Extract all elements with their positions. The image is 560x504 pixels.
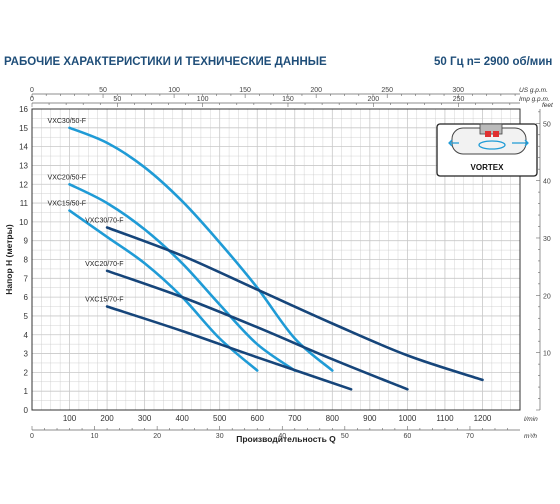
m3h-tick-label: 60	[403, 433, 411, 440]
series-label: VXC20/70-F	[85, 261, 124, 268]
top-axis-tick-label: 150	[282, 96, 294, 103]
y-tick-label: 11	[20, 199, 29, 208]
feet-unit-label: feet	[542, 102, 554, 109]
m3h-tick-label: 40	[278, 433, 286, 440]
x-tick-label: 600	[251, 414, 265, 423]
top-axis-unit-label: Imp g.p.m.	[519, 96, 550, 103]
chart-series: VXC30/50-F VXC20/50-F VXC15/50-F VXC30/70-F…	[48, 118, 484, 391]
top-axis-tick-label: 50	[99, 87, 107, 94]
m3h-tick-label: 10	[91, 433, 99, 440]
top-axis-tick-label: 200	[310, 87, 322, 94]
x-tick-label: 100	[63, 414, 77, 423]
m3h-tick-label: 50	[341, 433, 349, 440]
top-axis-unit-label: US g.p.m.	[519, 87, 548, 94]
series-label: VXC30/70-F	[85, 218, 124, 225]
series-label: VXC15/50-F	[48, 201, 87, 208]
top-axis-tick-label: 0	[30, 96, 34, 103]
x-tick-label: 900	[363, 414, 377, 423]
x-tick-label: 200	[100, 414, 114, 423]
x-tick-label: 1100	[436, 414, 454, 423]
x-tick-label: 300	[138, 414, 152, 423]
feet-tick-label: 30	[543, 236, 551, 243]
top-axis-tick-label: 150	[239, 87, 251, 94]
x-tick-label: 1200	[474, 414, 492, 423]
m3h-tick-label: 30	[216, 433, 224, 440]
y-tick-label: 2	[24, 368, 29, 377]
series-line-vxc20-70-f	[105, 269, 409, 391]
x-tick-label: 400	[175, 414, 189, 423]
top-axis-tick-label: 100	[197, 96, 209, 103]
x-tick-label: 500	[213, 414, 227, 423]
y-tick-label: 5	[24, 312, 29, 321]
x-unit-label: l/min	[524, 416, 538, 423]
y-tick-label: 10	[19, 218, 28, 227]
m3h-tick-label: 0	[30, 433, 34, 440]
y-tick-label: 0	[24, 406, 29, 415]
x-tick-label: 800	[326, 414, 340, 423]
plot-frame	[31, 108, 521, 411]
top-axis-tick-label: 50	[113, 96, 121, 103]
y-axis-title: Напор H (метры)	[4, 224, 14, 295]
top-axis-tick-label: 0	[30, 87, 34, 94]
x-axis-title: Производительность Q	[236, 434, 336, 444]
series-line-vxc15-50-f	[68, 209, 259, 372]
frequency-speed-label: 50 Гц n= 2900 об/мин	[434, 56, 553, 68]
y-tick-label: 7	[24, 274, 29, 283]
top-axis-tick-label: 200	[367, 96, 379, 103]
y-tick-label: 3	[24, 350, 29, 359]
y-tick-label: 1	[24, 387, 29, 396]
series-line-vxc30-50-f	[68, 126, 334, 372]
series-line-vxc30-70-f	[105, 226, 484, 382]
feet-tick-label: 40	[543, 179, 551, 186]
series-label: VXC15/70-F	[85, 297, 124, 304]
y-tick-label: 13	[19, 161, 28, 170]
m3h-unit-label: m³/h	[524, 433, 537, 440]
y-tick-label: 15	[19, 124, 28, 133]
y-tick-label: 12	[19, 180, 28, 189]
x-tick-label: 1000	[398, 414, 416, 423]
m3h-tick-label: 20	[153, 433, 161, 440]
vortex-badge: VORTEX	[436, 123, 538, 177]
top-axis-tick-label: 100	[168, 87, 180, 94]
top-axis-tick-label: 250	[453, 96, 465, 103]
series-label: VXC30/50-F	[48, 118, 87, 125]
y-tick-label: 8	[24, 256, 29, 265]
series-label: VXC20/50-F	[48, 174, 87, 181]
vortex-impeller-icon	[448, 123, 529, 155]
m3h-tick-label: 70	[466, 433, 474, 440]
page-title: РАБОЧИЕ ХАРАКТЕРИСТИКИ И ТЕХНИЧЕСКИЕ ДАН…	[4, 56, 327, 68]
series-line-vxc20-50-f	[68, 183, 297, 372]
y-tick-label: 9	[24, 237, 29, 246]
series-line-vxc15-70-f	[105, 305, 353, 391]
x-tick-label: 700	[288, 414, 302, 423]
feet-tick-label: 50	[543, 121, 551, 128]
y-tick-label: 4	[24, 331, 29, 340]
vortex-label: VORTEX	[471, 163, 505, 172]
top-axis-tick-label: 250	[381, 87, 393, 94]
feet-tick-label: 20	[543, 293, 551, 300]
feet-tick-label: 10	[543, 351, 551, 358]
y-tick-label: 6	[24, 293, 29, 302]
top-axis-tick-label: 300	[452, 87, 464, 94]
y-tick-label: 14	[19, 143, 28, 152]
y-tick-label: 16	[19, 105, 28, 114]
